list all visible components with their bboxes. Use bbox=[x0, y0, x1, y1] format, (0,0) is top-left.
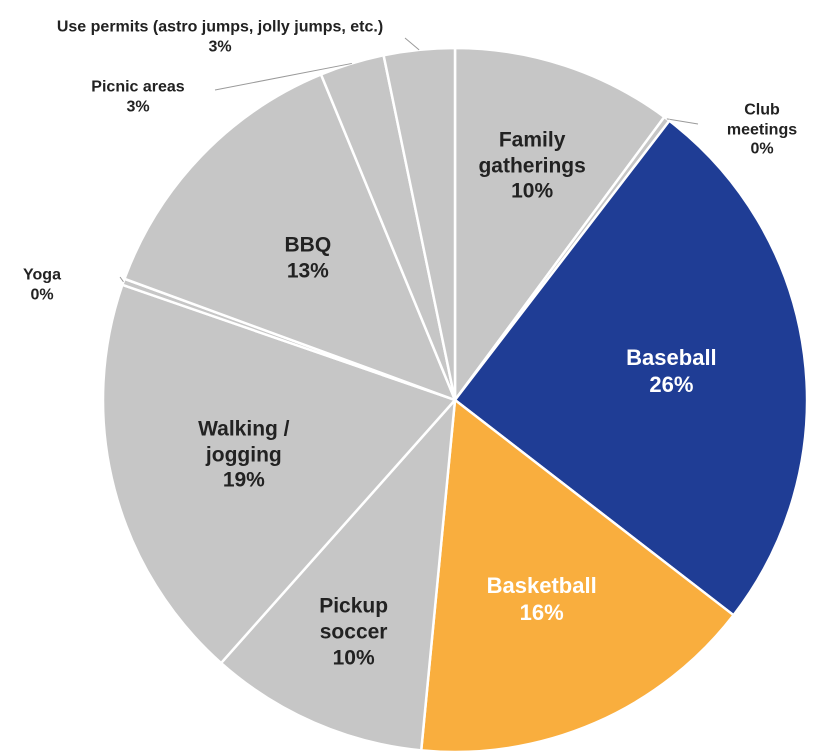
slice-baseball bbox=[453, 119, 809, 617]
leader-line-yoga bbox=[119, 276, 124, 283]
label-bbq: BBQ 13% bbox=[284, 233, 332, 283]
label-yoga: Yoga 0% bbox=[23, 266, 61, 303]
label-use-permits-astro-jumps-jolly-jumps-etc: Use permits (astro jumps, jolly jumps, e… bbox=[56, 18, 384, 55]
label-family-gatherings: Family gatherings 10% bbox=[478, 128, 586, 203]
label-walking-jogging: Walking / jogging 19% bbox=[198, 417, 290, 492]
slice-family-gatherings bbox=[453, 46, 666, 402]
slice-walking-jogging bbox=[101, 283, 457, 665]
label-baseball: Baseball 26% bbox=[626, 345, 717, 397]
leader-line-club-meetings bbox=[666, 118, 699, 125]
slice-basketball bbox=[419, 398, 735, 754]
label-picnic-areas: Picnic areas 3% bbox=[91, 78, 185, 115]
label-pickup-soccer: Pickup soccer 10% bbox=[319, 594, 389, 670]
leader-line-use-permits-astro-jumps-jolly-jumps-etc bbox=[404, 37, 420, 51]
slice-use-permits-astro-jumps-jolly-jumps-etc bbox=[382, 46, 457, 402]
slice-bbq bbox=[123, 73, 457, 402]
label-club-meetings: Club meetings 0% bbox=[726, 101, 798, 158]
label-basketball: Basketball 16% bbox=[486, 573, 597, 626]
slice-pickup-soccer bbox=[219, 398, 457, 752]
leader-line-picnic-areas bbox=[214, 62, 352, 91]
